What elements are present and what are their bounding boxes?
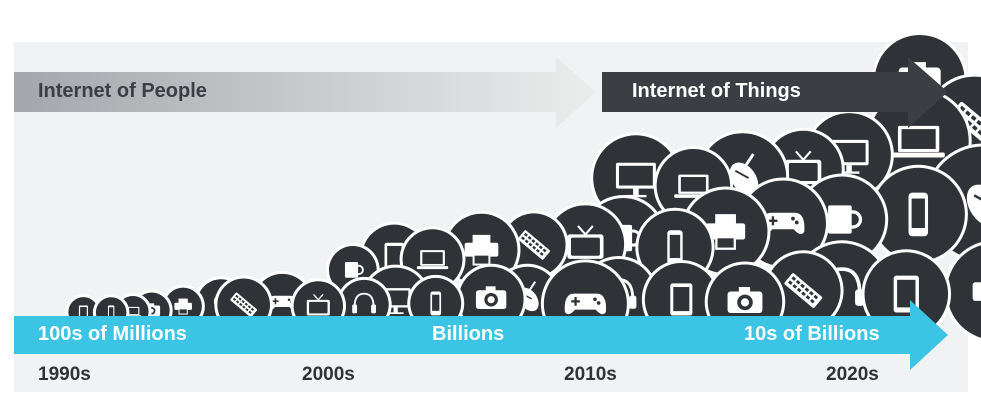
decade-1990s: 1990s — [38, 364, 91, 385]
decade-2000s: 2000s — [302, 364, 355, 385]
internet-of-people-label: Internet of People — [38, 80, 207, 102]
laptop-icon — [399, 226, 466, 293]
decade-2020s: 2020s — [826, 364, 879, 385]
phone-icon — [868, 164, 968, 265]
internet-of-things-label: Internet of Things — [632, 80, 801, 102]
decade-2010s: 2010s — [564, 364, 617, 385]
internet-of-things-arrow — [602, 57, 948, 128]
scale-label-millions: 100s of Millions — [38, 323, 187, 345]
internet-of-people-arrow — [14, 57, 596, 128]
scale-arrow — [14, 300, 948, 370]
scale-label-billions: Billions — [432, 323, 505, 345]
tablet-icon — [861, 249, 952, 339]
scale-label-tens-of-billions: 10s of Billions — [744, 323, 880, 345]
printer-icon — [943, 242, 981, 341]
